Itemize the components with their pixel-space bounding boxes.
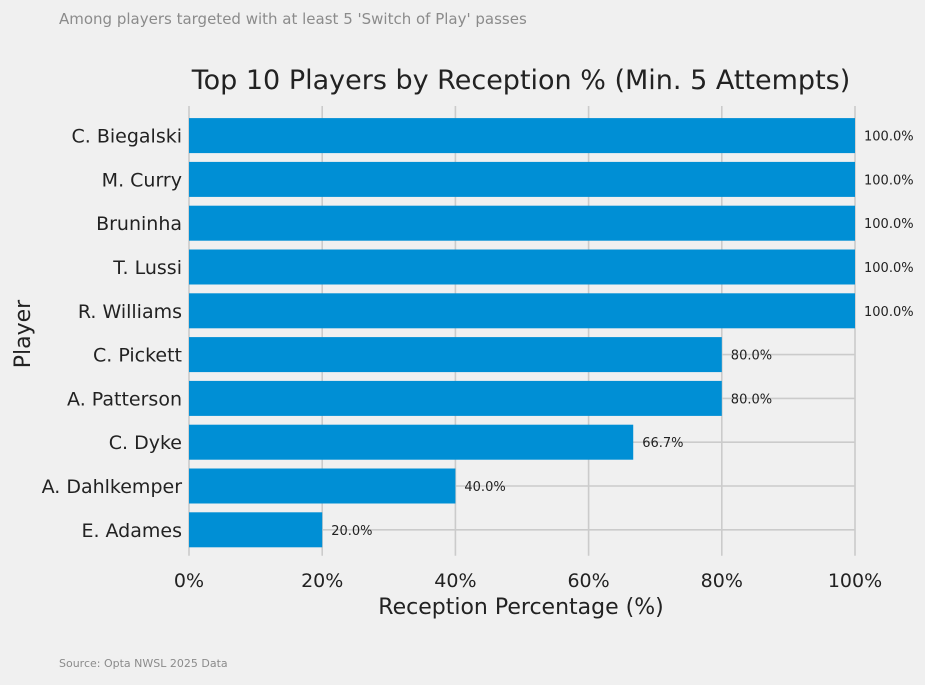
bar-value-label: 100.0% — [864, 261, 914, 276]
x-tick-label: 100% — [828, 570, 882, 592]
bar — [189, 424, 634, 460]
bar-layer — [189, 118, 855, 548]
bar-value-label: 100.0% — [864, 305, 914, 320]
y-tick-label: M. Curry — [102, 169, 182, 191]
y-axis-label: Player — [11, 299, 36, 368]
x-axis-label: Reception Percentage (%) — [378, 595, 663, 620]
bar — [189, 205, 855, 241]
source-note: Source: Opta NWSL 2025 Data — [59, 657, 228, 670]
bar — [189, 512, 323, 548]
bar — [189, 337, 722, 373]
bar — [189, 293, 855, 329]
x-tick-label: 40% — [434, 570, 476, 592]
y-tick-label: C. Pickett — [93, 345, 182, 367]
y-tick-label: Bruninha — [96, 213, 182, 235]
bar-value-label: 66.7% — [642, 436, 683, 451]
bar — [189, 468, 456, 504]
bar — [189, 161, 855, 197]
chart-title: Top 10 Players by Reception % (Min. 5 At… — [191, 65, 851, 96]
bar-value-label: 100.0% — [864, 130, 914, 145]
chart-subtitle: Among players targeted with at least 5 '… — [59, 10, 527, 28]
y-tick-label: T. Lussi — [112, 257, 182, 279]
bar — [189, 118, 855, 154]
bar-value-label: 80.0% — [731, 392, 772, 407]
bar-value-label: 20.0% — [331, 524, 372, 539]
y-tick-label: C. Biegalski — [71, 126, 182, 148]
bar-value-label: 100.0% — [864, 217, 914, 232]
x-tick-label: 20% — [301, 570, 343, 592]
y-tick-label: C. Dyke — [109, 432, 182, 454]
x-tick-label: 0% — [174, 570, 204, 592]
y-tick-label: A. Dahlkemper — [42, 476, 183, 498]
bar-value-label: 40.0% — [464, 480, 505, 495]
x-tick-label: 60% — [567, 570, 609, 592]
y-tick-label: E. Adames — [81, 520, 182, 542]
y-tick-label: A. Patterson — [67, 388, 182, 410]
bar-value-label: 100.0% — [864, 173, 914, 188]
bar-value-label: 80.0% — [731, 349, 772, 364]
bar — [189, 380, 722, 416]
y-tick-label: R. Williams — [78, 301, 182, 323]
x-tick-label: 80% — [701, 570, 743, 592]
bar — [189, 249, 855, 285]
label-layer: 0% 20% 40% 60% 80% 100% C. Biegalski 100.0% M. C… — [42, 126, 914, 592]
